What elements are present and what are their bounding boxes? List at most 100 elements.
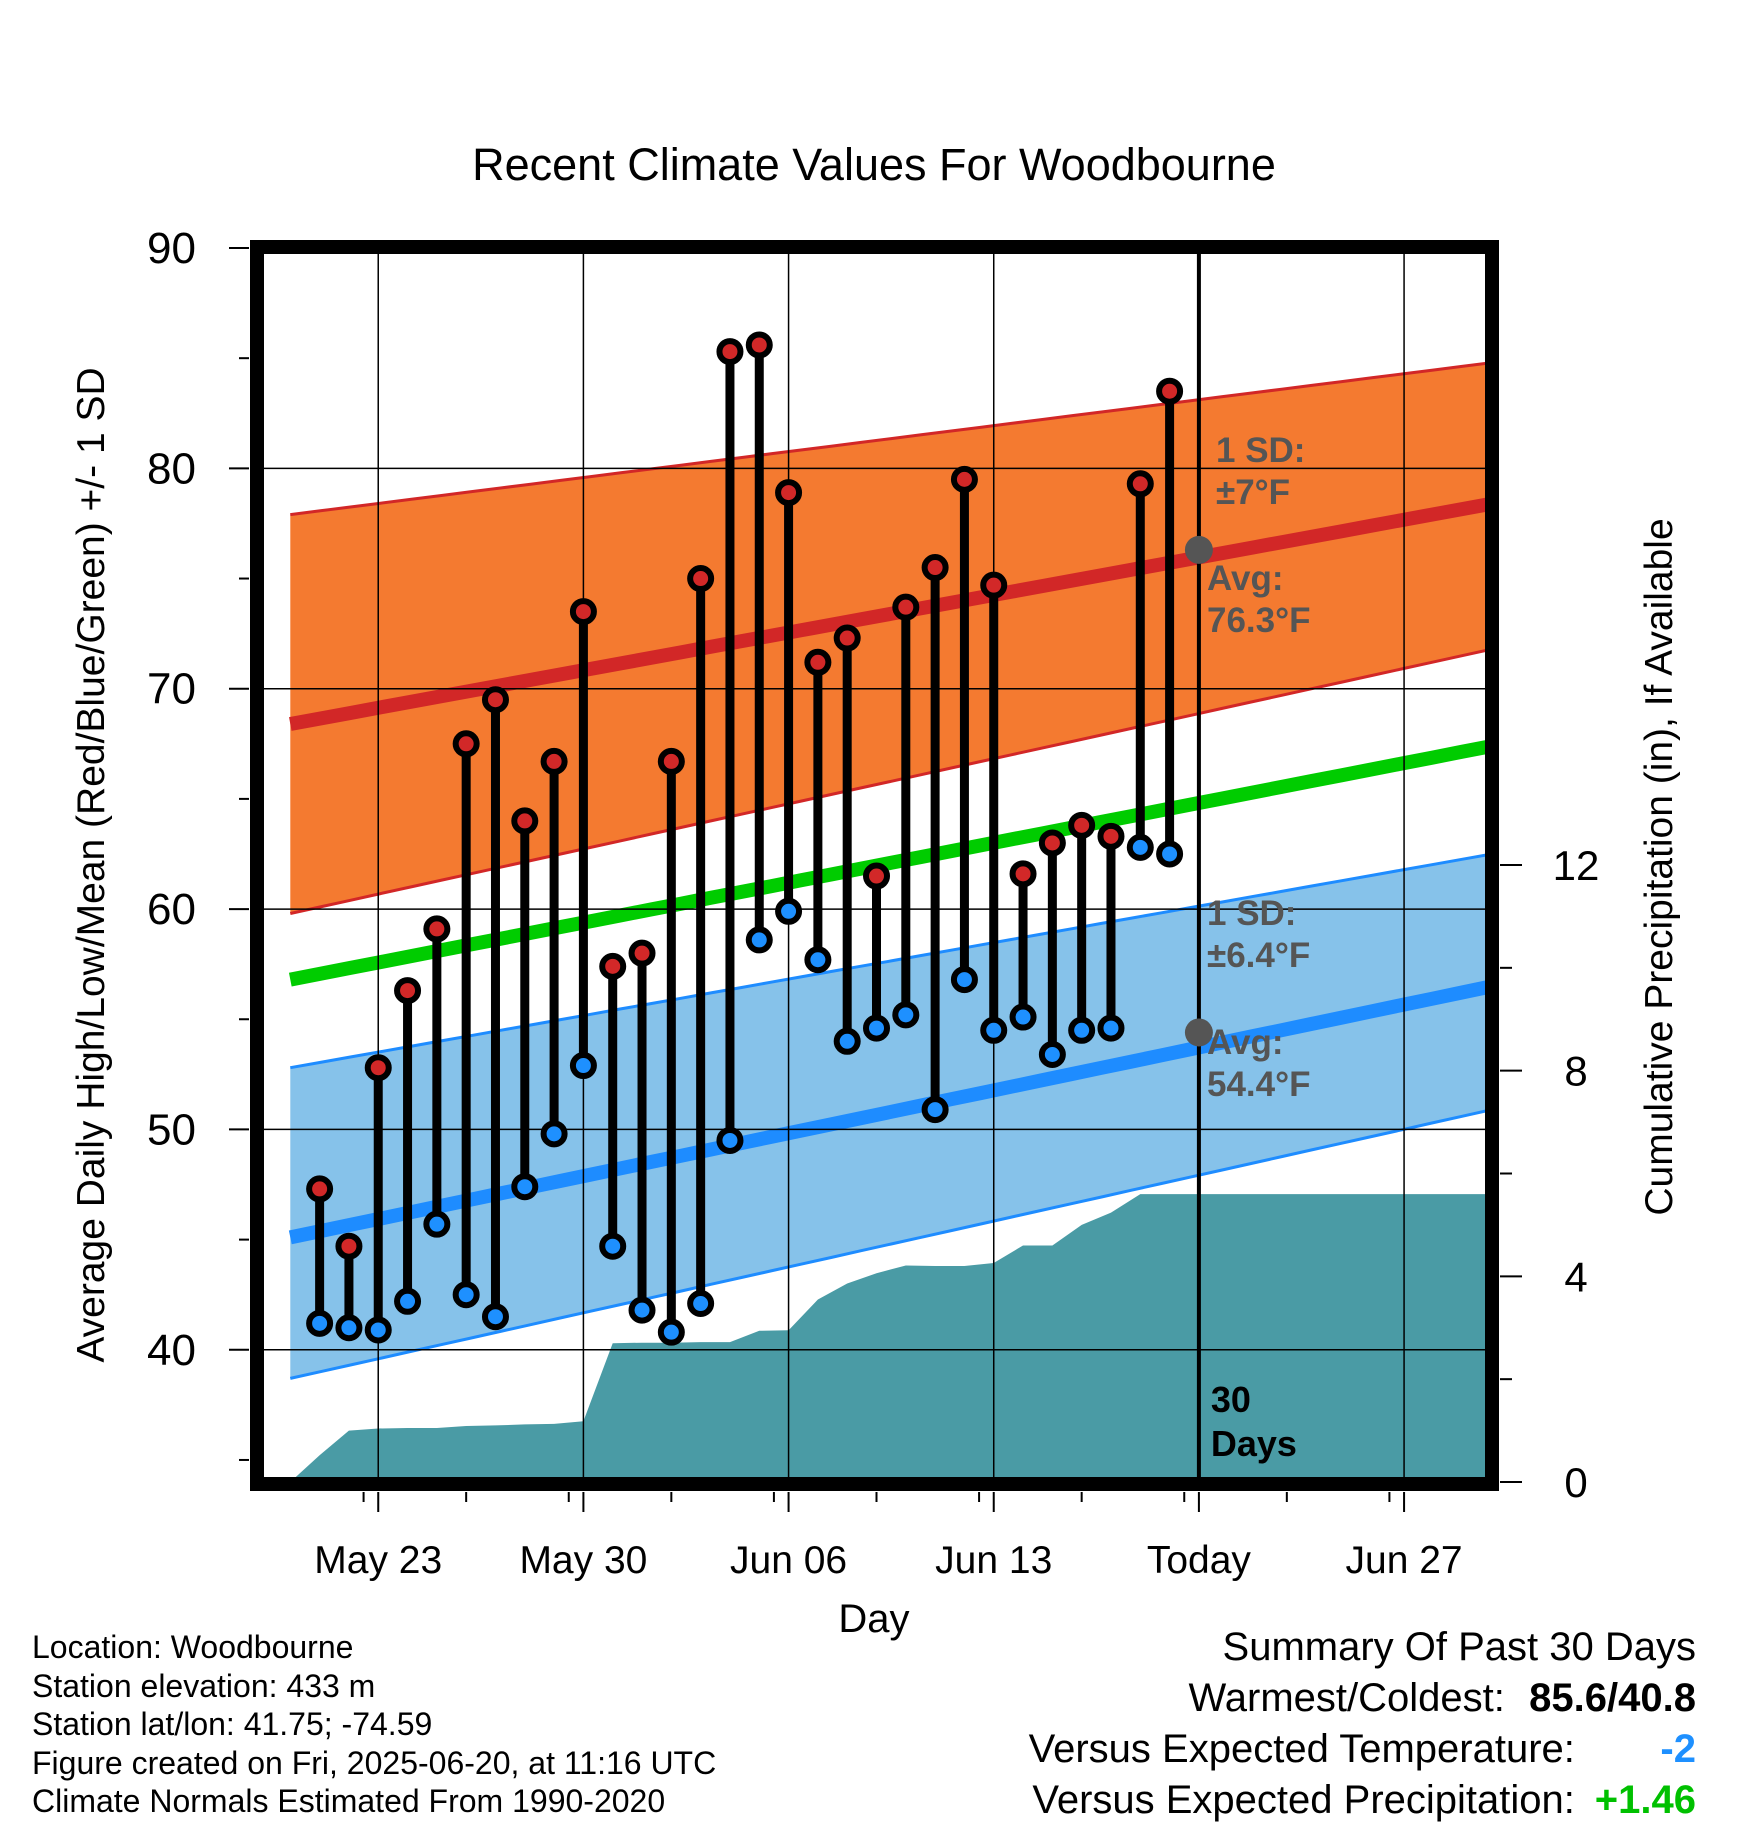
- y-tick-label: 90: [147, 224, 196, 273]
- y-tick-label: 50: [147, 1105, 196, 1154]
- daily-high-dot: [657, 747, 685, 775]
- x-tick-label: Jun 27: [1346, 1539, 1463, 1582]
- daily-high-dot: [1126, 470, 1154, 498]
- y-axis-label: Average Daily High/Low/Mean (Red/Blue/Gr…: [70, 367, 113, 1362]
- low-avg-line: [288, 979, 1492, 1245]
- daily-range-bars-layer: [306, 331, 1184, 1346]
- low-sd-lower-line: [289, 1108, 1492, 1380]
- daily-high-dot: [892, 593, 920, 621]
- daily-low-dot: [599, 1232, 627, 1260]
- elevation-text: Station elevation: 433 m: [32, 1667, 376, 1704]
- station-info: Location: Woodbourne Station elevation: …: [32, 1628, 716, 1821]
- summary-warmest-row: Warmest/Coldest: 85.6/40.8: [1029, 1673, 1697, 1724]
- plot-area: [261, 248, 1492, 1482]
- daily-low-dot: [1068, 1016, 1096, 1044]
- daily-high-dot: [687, 565, 715, 593]
- mean-avg-line: [288, 739, 1492, 987]
- daily-low-dot: [950, 966, 978, 994]
- precip-label: Versus Expected Precipitation:: [1032, 1778, 1575, 1822]
- daily-low-dot: [716, 1126, 744, 1154]
- daily-high-dot: [1068, 811, 1096, 839]
- temp-label: Versus Expected Temperature:: [1028, 1727, 1575, 1771]
- normal-bands-layer: [288, 361, 1492, 1380]
- low-avg-annotation: Avg: 54.4°F: [1207, 1023, 1311, 1104]
- daily-low-dot: [540, 1120, 568, 1148]
- daily-low-dot: [1038, 1041, 1066, 1069]
- daily-low-dot: [980, 1016, 1008, 1044]
- today-marker-layer: 30 Days: [1196, 242, 1297, 1482]
- summary-title: Summary Of Past 30 Days: [1222, 1625, 1696, 1669]
- x-axis-label: Day: [838, 1597, 909, 1641]
- normals-text: Climate Normals Estimated From 1990-2020: [32, 1783, 666, 1819]
- daily-low-dot: [306, 1309, 334, 1337]
- daily-low-dot: [921, 1096, 949, 1124]
- y2-tick-label: 12: [1553, 842, 1600, 889]
- daily-low-dot: [775, 897, 803, 925]
- y-tick-label: 60: [147, 885, 196, 934]
- daily-low-dot: [1156, 840, 1184, 868]
- y2-tick-label: 8: [1564, 1048, 1587, 1095]
- location-text: Location: Woodbourne: [32, 1629, 354, 1665]
- y2-tick-label: 4: [1564, 1253, 1587, 1300]
- daily-low-dot: [452, 1281, 480, 1309]
- y2-axis-label: Cumulative Precipitation (in), If Availa…: [1638, 518, 1681, 1215]
- x-tick-label: Jun 06: [730, 1539, 847, 1582]
- daily-low-dot: [804, 946, 832, 974]
- daily-high-dot: [950, 465, 978, 493]
- high-sd-lower-line: [289, 647, 1492, 915]
- temp-value: -2: [1660, 1727, 1696, 1771]
- daily-high-dot: [540, 747, 568, 775]
- daily-low-dot: [364, 1316, 392, 1344]
- x-tick-label: Today: [1147, 1539, 1252, 1582]
- daily-high-dot: [511, 807, 539, 835]
- daily-low-dot: [394, 1287, 422, 1315]
- daily-high-dot: [745, 331, 773, 359]
- daily-high-dot: [423, 915, 451, 943]
- daily-low-dot: [1126, 833, 1154, 861]
- high-avg-annotation: Avg: 76.3°F: [1207, 559, 1311, 640]
- daily-high-dot: [716, 338, 744, 366]
- daily-high-dot: [833, 624, 861, 652]
- daily-low-dot: [1097, 1014, 1125, 1042]
- daily-high-dot: [775, 479, 803, 507]
- warmest-label: Warmest/Coldest:: [1188, 1676, 1505, 1720]
- daily-high-dot: [1038, 829, 1066, 857]
- summary-panel: Summary Of Past 30 Days Warmest/Coldest:…: [1029, 1622, 1696, 1826]
- daily-high-dot: [364, 1054, 392, 1082]
- high-sd-upper-line: [290, 361, 1492, 517]
- daily-high-dot: [335, 1232, 363, 1260]
- created-text: Figure created on Fri, 2025-06-20, at 11…: [32, 1744, 717, 1781]
- daily-high-dot: [569, 598, 597, 626]
- daily-high-dot: [804, 648, 832, 676]
- plot-frame: [250, 240, 1499, 1491]
- daily-low-dot: [892, 1001, 920, 1029]
- daily-high-dot: [921, 554, 949, 582]
- precip-value: +1.46: [1594, 1778, 1696, 1822]
- warmest-value: 85.6/40.8: [1529, 1676, 1696, 1720]
- daily-low-dot: [657, 1318, 685, 1346]
- daily-high-dot: [306, 1175, 334, 1203]
- daily-high-dot: [1097, 822, 1125, 850]
- daily-low-dot: [687, 1290, 715, 1318]
- daily-high-dot: [863, 862, 890, 890]
- daily-high-dot: [394, 977, 422, 1005]
- y-tick-label: 80: [147, 444, 196, 493]
- annotations-layer: 1 SD: ±7°F Avg: 76.3°F 1 SD: ±6.4°F Avg: 54.4°F: [1184, 431, 1311, 1104]
- low-sd-annotation: 1 SD: ±6.4°F: [1207, 894, 1310, 975]
- precip-area: [290, 1194, 1492, 1482]
- daily-low-dot: [863, 1014, 890, 1042]
- daily-low-dot: [423, 1210, 451, 1238]
- high-sd-annotation: 1 SD: ±7°F: [1216, 431, 1305, 512]
- summary-precip-row: Versus Expected Precipitation: +1.46: [1029, 1775, 1696, 1826]
- y-tick-label: 40: [147, 1326, 196, 1375]
- axes-layer: 40 50 60 70 80 90 0 4 8 12 May 23 May 30 Jun 06 Jun 1…: [147, 224, 1599, 1582]
- x-tick-label: May 30: [519, 1539, 647, 1582]
- daily-low-dot: [481, 1303, 509, 1331]
- daily-high-dot: [1009, 860, 1037, 888]
- daily-high-dot: [452, 730, 480, 758]
- summary-temp-row: Versus Expected Temperature: -2: [1029, 1724, 1696, 1775]
- low-avg-marker: [1184, 1018, 1213, 1047]
- daily-high-dot: [980, 571, 1008, 599]
- x-tick-label: May 23: [314, 1539, 442, 1582]
- daily-low-dot: [511, 1173, 539, 1201]
